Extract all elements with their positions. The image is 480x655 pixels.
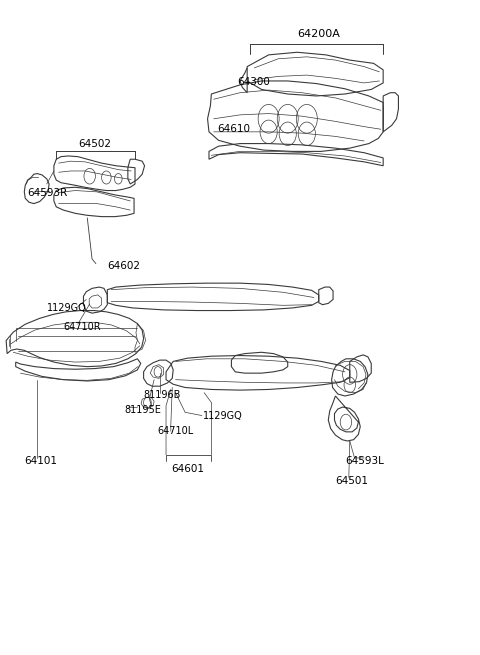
Text: 64610: 64610	[217, 124, 251, 134]
Text: 64101: 64101	[24, 456, 57, 466]
Text: 81196B: 81196B	[143, 390, 180, 400]
Text: 64502: 64502	[78, 139, 111, 149]
Text: 64593L: 64593L	[345, 456, 384, 466]
Text: 64501: 64501	[336, 476, 369, 486]
Text: 1129GQ: 1129GQ	[47, 303, 86, 313]
Text: 64200A: 64200A	[297, 29, 340, 39]
Text: 64300: 64300	[238, 77, 271, 87]
Text: 1129GQ: 1129GQ	[203, 411, 242, 421]
Text: 64602: 64602	[108, 261, 140, 271]
Text: 81195E: 81195E	[124, 405, 161, 415]
Text: 64710R: 64710R	[63, 322, 101, 333]
Text: 64601: 64601	[171, 464, 204, 474]
Text: 64710L: 64710L	[157, 426, 194, 436]
Text: 64593R: 64593R	[28, 188, 68, 198]
